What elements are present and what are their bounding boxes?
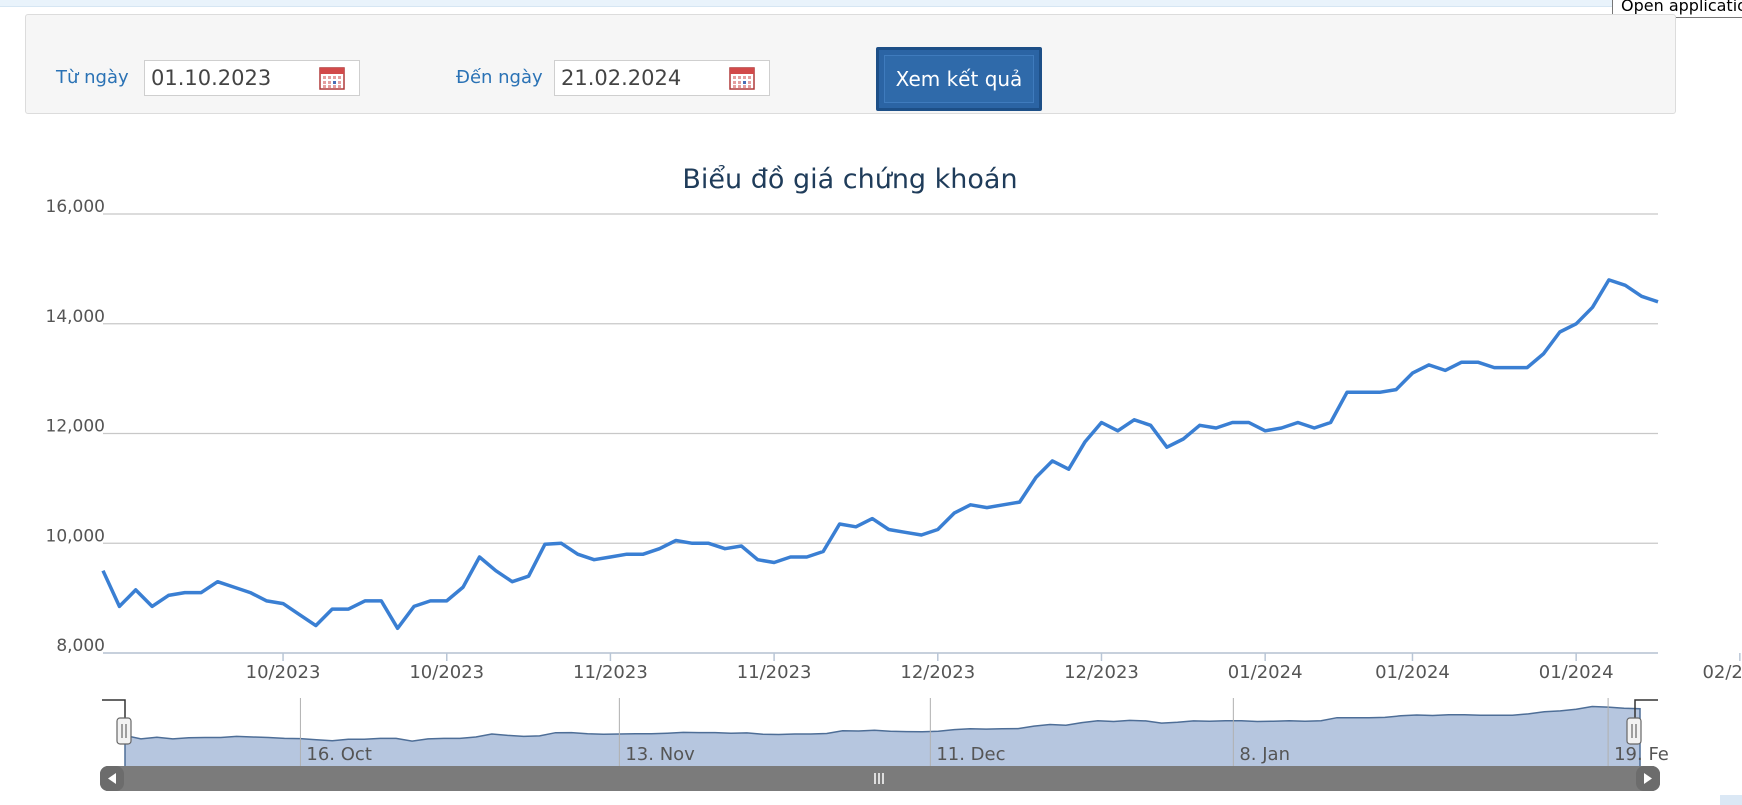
navigator-scrollbar[interactable] — [100, 766, 1660, 791]
x-tick-label: 01/2024 — [1228, 662, 1303, 683]
to-date-input[interactable] — [555, 61, 731, 95]
x-tick-label: 01/2024 — [1539, 662, 1614, 683]
scroll-left-arrow-icon — [108, 773, 116, 784]
x-tick-label: 10/2023 — [409, 662, 484, 683]
x-tick-label: 12/2023 — [900, 662, 975, 683]
date-filter-panel: Từ ngày Đến ngày Xem kết quả — [25, 14, 1676, 114]
navigator-label: 13. Nov — [625, 744, 695, 765]
grid-lines — [103, 213, 1658, 654]
y-axis: 8,000 10,000 12,000 14,000 16,000 — [46, 197, 105, 656]
x-tick-label: 02/2024 — [1702, 662, 1742, 683]
x-tick-label: 12/2023 — [1064, 662, 1139, 683]
calendar-icon[interactable] — [319, 66, 345, 90]
chart-title: Biểu đồ giá chứng khoán — [682, 164, 1017, 195]
view-results-label: Xem kết quả — [884, 55, 1034, 103]
to-date-label: Đến ngày — [456, 67, 543, 88]
from-date-label: Từ ngày — [56, 67, 129, 88]
scroll-right-arrow-icon — [1644, 773, 1652, 784]
y-tick-label: 14,000 — [46, 307, 105, 327]
y-tick-label: 16,000 — [46, 197, 105, 217]
navigator-handle-left[interactable] — [116, 717, 132, 745]
handle-body — [116, 717, 132, 745]
scrollbar-thumb — [100, 766, 1660, 791]
navigator-label: 19. Fe — [1614, 744, 1669, 765]
navigator-series-area — [124, 705, 1641, 769]
x-axis: 10/2023 10/2023 11/2023 11/2023 12/2023 12/20… — [103, 652, 1742, 683]
y-tick-label: 12,000 — [46, 417, 105, 437]
price-series-line — [101, 278, 1659, 631]
x-tick-label: 10/2023 — [246, 662, 321, 683]
handle-body — [1626, 717, 1642, 745]
corner-strip — [1720, 795, 1742, 805]
x-tick-label: 11/2023 — [737, 662, 812, 683]
top-strip — [0, 0, 1620, 7]
view-results-button[interactable]: Xem kết quả — [876, 47, 1042, 111]
from-date-input[interactable] — [145, 61, 321, 95]
y-tick-label: 10,000 — [46, 526, 105, 546]
from-date-field[interactable] — [144, 60, 360, 96]
x-tick-label: 11/2023 — [573, 662, 648, 683]
to-date-field[interactable] — [554, 60, 770, 96]
navigator-handle-right[interactable] — [1626, 717, 1642, 745]
calendar-icon[interactable] — [729, 66, 755, 90]
navigator[interactable]: 16. Oct 13. Nov 11. Dec 8. Jan 19. Fe — [100, 698, 1669, 791]
open-application-tooltip: Open application — [1612, 0, 1742, 18]
y-tick-label: 8,000 — [56, 636, 105, 656]
navigator-label: 16. Oct — [306, 744, 371, 765]
navigator-label: 11. Dec — [936, 744, 1005, 765]
x-tick-label: 01/2024 — [1375, 662, 1450, 683]
navigator-label: 8. Jan — [1239, 744, 1290, 765]
